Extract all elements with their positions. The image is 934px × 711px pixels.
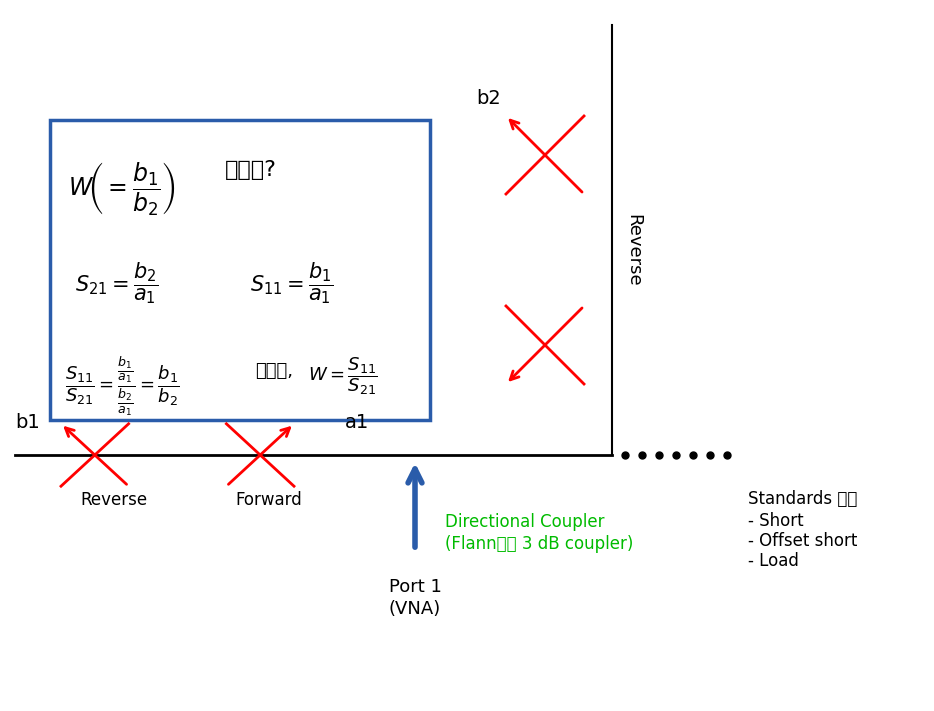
Text: - Load: - Load [748, 552, 799, 570]
Text: $W\!\left(=\dfrac{b_1}{b_2}\right)$: $W\!\left(=\dfrac{b_1}{b_2}\right)$ [68, 160, 176, 218]
Text: - Short: - Short [748, 512, 803, 530]
Text: $\dfrac{S_{11}}{S_{21}}=\dfrac{\frac{b_1}{a_1}}{\frac{b_2}{a_1}}=\dfrac{b_1}{b_2: $\dfrac{S_{11}}{S_{21}}=\dfrac{\frac{b_1… [65, 355, 180, 418]
Text: 이므로,: 이므로, [255, 362, 293, 380]
Text: $W=\dfrac{S_{11}}{S_{21}}$: $W=\dfrac{S_{11}}{S_{21}}$ [308, 355, 378, 397]
Text: Forward: Forward [235, 491, 302, 509]
Text: b2: b2 [476, 89, 501, 108]
Text: Directional Coupler: Directional Coupler [445, 513, 604, 531]
Text: Port 1: Port 1 [389, 578, 442, 596]
Text: (VNA): (VNA) [389, 600, 441, 618]
Text: Reverse: Reverse [80, 491, 148, 509]
Text: 구하기?: 구하기? [225, 160, 276, 180]
Text: $S_{21}=\dfrac{b_2}{a_1}$: $S_{21}=\dfrac{b_2}{a_1}$ [75, 260, 158, 306]
FancyBboxPatch shape [50, 120, 430, 420]
Text: (Flann사의 3 dB coupler): (Flann사의 3 dB coupler) [445, 535, 633, 553]
Text: a1: a1 [345, 413, 369, 432]
Text: b1: b1 [15, 413, 40, 432]
Text: - Offset short: - Offset short [748, 532, 857, 550]
Text: Reverse: Reverse [624, 214, 642, 287]
Text: Standards 연결: Standards 연결 [748, 490, 857, 508]
Text: $S_{11}=\dfrac{b_1}{a_1}$: $S_{11}=\dfrac{b_1}{a_1}$ [250, 260, 333, 306]
